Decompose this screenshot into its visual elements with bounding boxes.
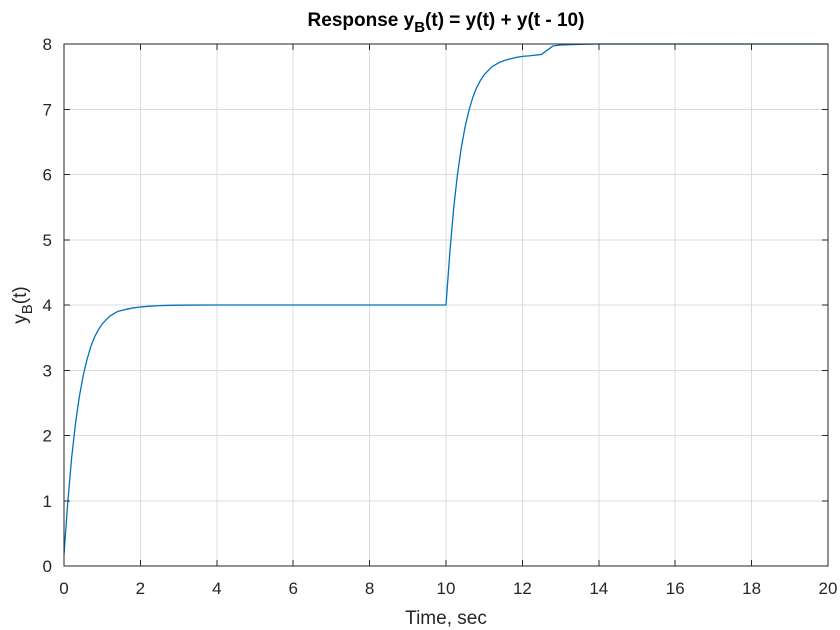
x-tick-label: 2 bbox=[136, 579, 145, 598]
y-tick-label: 2 bbox=[43, 427, 52, 446]
x-tick-label: 0 bbox=[59, 579, 68, 598]
y-tick-label: 0 bbox=[43, 557, 52, 576]
x-tick-label: 20 bbox=[819, 579, 838, 598]
y-tick-label: 7 bbox=[43, 100, 52, 119]
ylabel-prefix: y bbox=[10, 314, 31, 324]
title-suffix: (t) = y(t) + y(t - 10) bbox=[425, 10, 584, 31]
y-axis-label: yB(t) bbox=[10, 286, 36, 323]
title-prefix: Response y bbox=[308, 10, 415, 31]
y-tick-label: 5 bbox=[43, 231, 52, 250]
x-tick-label: 4 bbox=[212, 579, 221, 598]
x-tick-label: 10 bbox=[437, 579, 456, 598]
series-layer bbox=[63, 43, 828, 555]
series-line bbox=[63, 43, 828, 555]
y-tick-label: 6 bbox=[43, 166, 52, 185]
ylabel-suffix: (t) bbox=[10, 286, 31, 304]
y-tick-label: 3 bbox=[43, 361, 52, 380]
x-tick-label: 16 bbox=[666, 579, 685, 598]
x-tick-label: 8 bbox=[365, 579, 374, 598]
y-tick-label: 4 bbox=[43, 296, 52, 315]
x-tick-label: 12 bbox=[513, 579, 532, 598]
x-tick-label: 18 bbox=[742, 579, 761, 598]
y-tick-label: 1 bbox=[43, 492, 52, 511]
x-tick-label: 14 bbox=[589, 579, 608, 598]
x-tick-label: 6 bbox=[288, 579, 297, 598]
title-subscript: B bbox=[414, 19, 425, 36]
chart-title: Response yB(t) = y(t) + y(t - 10) bbox=[308, 10, 585, 36]
grid bbox=[64, 44, 828, 566]
x-axis-label: Time, sec bbox=[405, 608, 487, 629]
y-tick-label: 8 bbox=[43, 35, 52, 54]
ylabel-subscript: B bbox=[19, 304, 36, 314]
